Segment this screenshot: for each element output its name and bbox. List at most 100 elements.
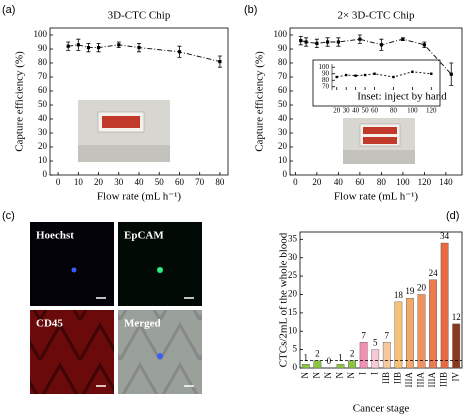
y-tick-label: 40 (278, 113, 288, 123)
panel-label: (c) (2, 210, 15, 222)
data-point (66, 44, 70, 48)
value-label: 18 (394, 290, 404, 300)
value-label: 5 (373, 338, 378, 348)
y-tick-label: 5 (293, 344, 298, 354)
y-tick-label: 80 (38, 57, 48, 67)
data-point (117, 43, 121, 47)
x-tick-label: 100 (396, 177, 410, 187)
x-axis-label: Flow rate (mL h⁻¹) (97, 191, 181, 203)
y-tick-label: 10 (38, 155, 48, 165)
x-tick-label: 20 (312, 177, 322, 187)
data-point (304, 40, 308, 44)
bar (301, 364, 310, 369)
y-tick-label: 0 (43, 169, 48, 179)
x-tick-label: 70 (195, 177, 205, 187)
y-tick-label: 50 (278, 99, 288, 109)
bar (394, 301, 403, 369)
value-label: 2 (315, 349, 320, 359)
bar (440, 242, 449, 369)
x-tick-label: 140 (439, 177, 453, 187)
x-tick-label: 40 (334, 177, 344, 187)
x-tick-label: 100 (407, 107, 418, 115)
y-tick-label: 20 (288, 289, 298, 299)
image-label: Merged (124, 318, 161, 330)
y-tick-label: 90 (38, 43, 48, 53)
data-line (300, 38, 452, 75)
x-tick-label: IIIA (427, 372, 437, 388)
y-tick-label: 35 (288, 233, 298, 243)
data-point (392, 75, 395, 79)
data-point (96, 46, 101, 50)
x-tick-label: 50 (155, 177, 165, 187)
x-tick-label: IV (450, 372, 460, 382)
data-line (68, 44, 221, 63)
value-label: 1 (304, 352, 309, 362)
data-point (422, 43, 426, 47)
plot-frame (289, 27, 463, 176)
x-tick-label: 80 (215, 177, 225, 187)
y-tick-label: 60 (38, 85, 48, 95)
x-tick-label: 60 (371, 107, 379, 115)
data-point (218, 60, 222, 64)
data-point (335, 75, 338, 79)
data-point (76, 43, 80, 47)
x-tick-label: 120 (418, 177, 432, 187)
value-label: 20 (417, 283, 427, 293)
data-point (430, 72, 433, 75)
y-tick-label: 25 (288, 270, 298, 280)
data-point (379, 43, 383, 47)
y-axis-label: CTCs/2mL of the whole blood (278, 232, 290, 367)
y-tick-label: 90 (322, 69, 330, 77)
bar (382, 342, 391, 369)
x-tick-label: I (369, 372, 379, 375)
data-point (411, 70, 414, 73)
value-label: 7 (361, 330, 366, 340)
data-point (363, 73, 367, 77)
data-point (336, 40, 340, 44)
y-tick-label: 70 (322, 82, 330, 90)
value-label: 2 (350, 349, 355, 359)
data-point (354, 74, 357, 77)
bar (313, 360, 322, 369)
y-tick-label: 10 (288, 325, 298, 335)
panel-label: (a) (2, 4, 15, 16)
y-tick-label: 100 (319, 63, 330, 71)
y-axis-label: Capture efficiency (%) (254, 51, 266, 152)
y-tick-label: 60 (278, 85, 288, 95)
y-tick-label: 70 (38, 71, 48, 81)
y-tick-label: 90 (278, 43, 288, 53)
data-point (401, 37, 405, 41)
data-point (449, 72, 453, 76)
chart-title: 3D-CTC Chip (108, 10, 171, 22)
x-tick-label: 60 (355, 177, 365, 187)
x-tick-label: IIIA (404, 372, 414, 388)
data-point (344, 73, 348, 77)
bar (417, 294, 426, 369)
x-tick-label: 20 (333, 107, 341, 115)
y-tick-label: 100 (34, 29, 48, 39)
data-point (86, 46, 91, 50)
value-label: 24 (429, 268, 439, 278)
plot-frame (299, 231, 463, 369)
x-tick-label: 80 (390, 107, 398, 115)
inset-frame (312, 59, 441, 107)
x-tick-label: 0 (56, 177, 61, 187)
y-tick-label: 0 (293, 362, 298, 372)
y-tick-label: 15 (288, 307, 298, 317)
y-tick-label: 40 (38, 113, 48, 123)
x-tick-label: 80 (377, 177, 387, 187)
x-tick-label: IIIA (416, 372, 426, 388)
y-tick-label: 20 (278, 141, 288, 151)
y-tick-label: 100 (274, 29, 288, 39)
x-tick-label: I (358, 372, 368, 375)
y-tick-label: 80 (278, 57, 288, 67)
bar (336, 364, 345, 369)
data-point (137, 46, 141, 50)
x-tick-label: 60 (175, 177, 185, 187)
data-line (336, 71, 432, 78)
data-point (315, 41, 319, 45)
x-tick-label: N (346, 372, 356, 379)
data-point (358, 37, 362, 41)
bar (429, 279, 437, 369)
